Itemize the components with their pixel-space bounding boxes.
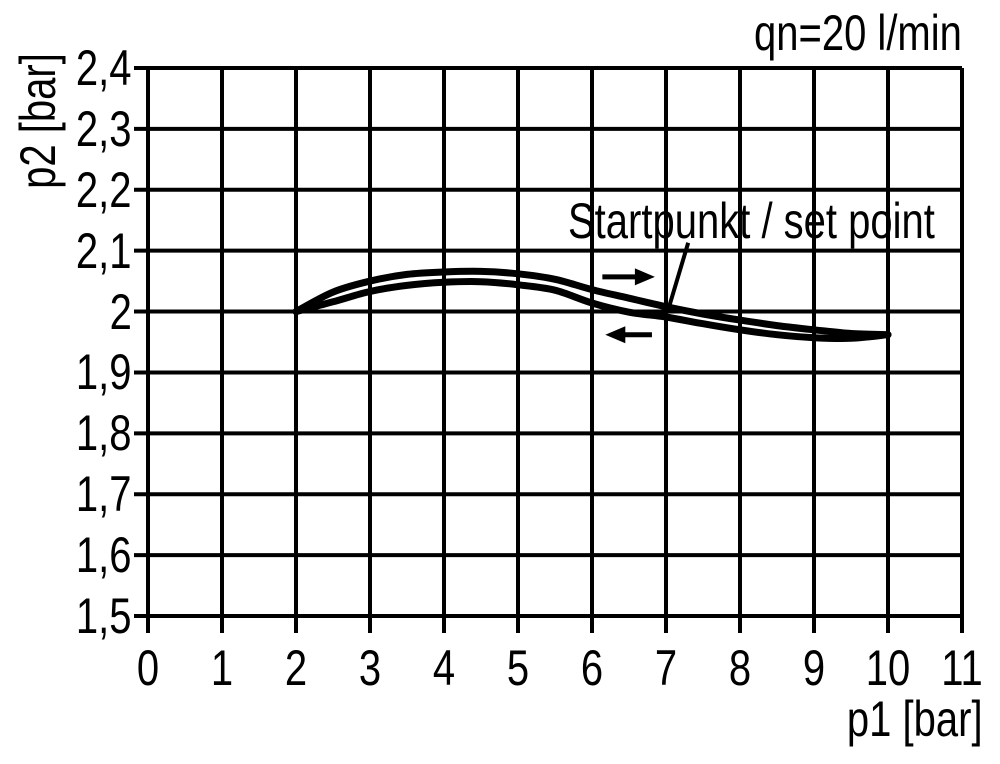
y-tick-label: 2,2 bbox=[76, 161, 132, 218]
x-tick-label: 2 bbox=[284, 640, 308, 696]
x-tick-label: 1 bbox=[210, 640, 234, 696]
x-tick-label: 6 bbox=[580, 640, 604, 696]
y-tick-label: 2 bbox=[109, 283, 132, 340]
x-tick-label: 7 bbox=[654, 640, 678, 696]
y-tick-label: 1,9 bbox=[76, 344, 132, 401]
set-point-leader-line bbox=[666, 242, 691, 311]
y-tick-label: 2,1 bbox=[76, 222, 132, 279]
x-tick-label: 11 bbox=[941, 640, 983, 696]
x-tick-label: 10 bbox=[865, 640, 911, 696]
y-tick-label: 1,7 bbox=[76, 466, 132, 523]
y-tick-label: 2,3 bbox=[76, 100, 132, 157]
x-tick-label: 8 bbox=[728, 640, 752, 696]
direction-arrow-head-left bbox=[605, 326, 626, 344]
curve-lower-branch bbox=[292, 278, 892, 343]
y-axis-label: p2 [bar] bbox=[10, 53, 66, 189]
curve-upper-branch bbox=[292, 267, 892, 339]
y-tick-label: 1,5 bbox=[76, 588, 132, 644]
x-tick-label: 5 bbox=[506, 640, 530, 696]
set-point-annotation: Startpunkt / set point bbox=[568, 193, 935, 249]
y-tick-label: 2,4 bbox=[76, 40, 132, 96]
x-tick-label: 0 bbox=[136, 640, 160, 696]
x-axis-label: p1 [bar] bbox=[847, 691, 983, 747]
x-tick-label: 9 bbox=[802, 640, 826, 696]
direction-arrow-head-right bbox=[634, 268, 655, 286]
x-tick-label: 4 bbox=[432, 640, 456, 696]
y-tick-label: 1,8 bbox=[76, 405, 132, 462]
x-tick-label: 3 bbox=[358, 640, 382, 696]
y-tick-label: 1,6 bbox=[76, 527, 132, 584]
chart-title: qn=20 l/min bbox=[754, 5, 962, 61]
